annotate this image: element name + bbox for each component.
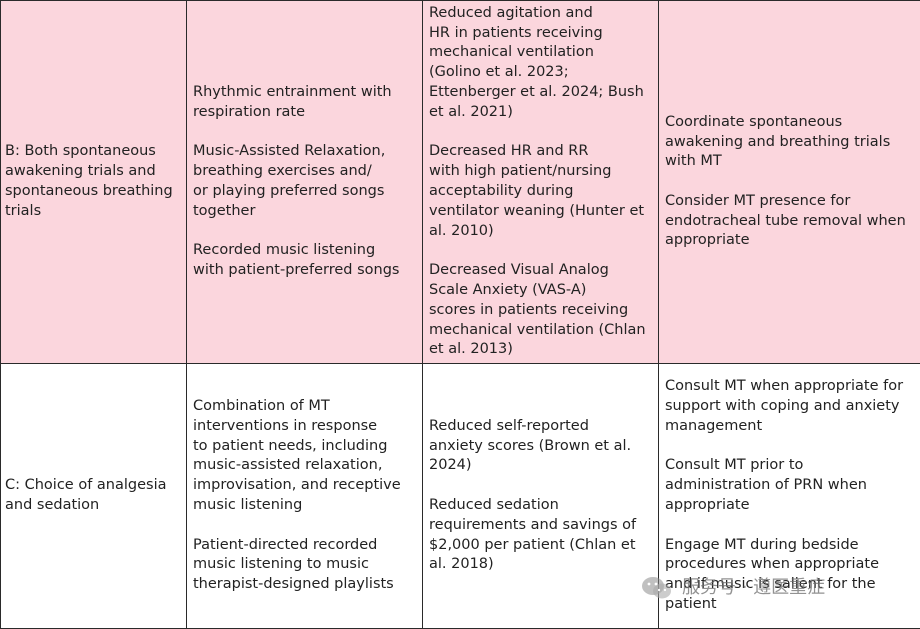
recommendations-cell: Coordinate spontaneous awakening and bre… bbox=[659, 1, 920, 364]
table-row: B: Both spontaneous awakening trials and… bbox=[1, 1, 920, 364]
intervention-item: Recorded music listening with patient-pr… bbox=[193, 241, 416, 281]
recommendation-item: Engage MT during bedside procedures when… bbox=[665, 536, 914, 615]
recommendation-item: Coordinate spontaneous awakening and bre… bbox=[665, 113, 914, 172]
intervention-item: Music-Assisted Relaxation, breathing exe… bbox=[193, 142, 416, 221]
stage-label: B: Both spontaneous awakening trials and… bbox=[5, 142, 180, 221]
evidence-item: Reduced sedation requirements and saving… bbox=[429, 496, 652, 575]
recommendation-item: Consult MT when appropriate for support … bbox=[665, 377, 914, 436]
table-row: C: Choice of analgesia and sedation Comb… bbox=[1, 364, 920, 629]
evidence-item: Decreased HR and RR with high patient/nu… bbox=[429, 142, 652, 241]
recommendation-item: Consider MT presence for endotracheal tu… bbox=[665, 192, 914, 251]
stage-cell: B: Both spontaneous awakening trials and… bbox=[1, 1, 187, 364]
evidence-cell: Reduced agitation and HR in patients rec… bbox=[423, 1, 659, 364]
evidence-item: Reduced agitation and HR in patients rec… bbox=[429, 4, 652, 123]
intervention-item: Rhythmic entrainment with respiration ra… bbox=[193, 83, 416, 123]
intervention-item: Patient-directed recorded music listenin… bbox=[193, 536, 416, 595]
stage-cell: C: Choice of analgesia and sedation bbox=[1, 364, 187, 629]
intervention-item: Combination of MT interventions in respo… bbox=[193, 397, 416, 516]
stage-label: C: Choice of analgesia and sedation bbox=[5, 476, 180, 516]
evidence-item: Decreased Visual Analog Scale Anxiety (V… bbox=[429, 261, 652, 360]
recommendation-item: Consult MT prior to administration of PR… bbox=[665, 456, 914, 515]
interventions-cell: Rhythmic entrainment with respiration ra… bbox=[187, 1, 423, 364]
evidence-item: Reduced self-reported anxiety scores (Br… bbox=[429, 417, 652, 476]
recommendations-cell: Consult MT when appropriate for support … bbox=[659, 364, 920, 629]
evidence-cell: Reduced self-reported anxiety scores (Br… bbox=[423, 364, 659, 629]
interventions-cell: Combination of MT interventions in respo… bbox=[187, 364, 423, 629]
